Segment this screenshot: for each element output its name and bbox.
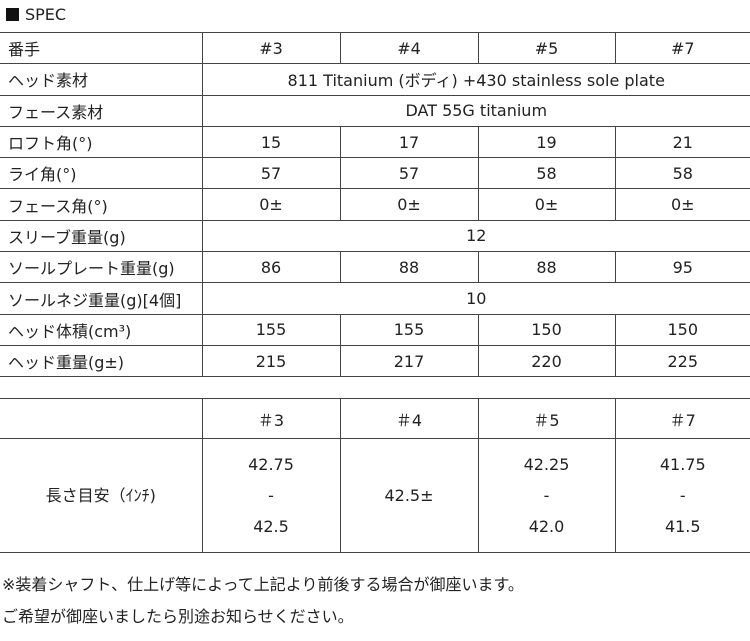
value-cell: 41.75 - 41.5 <box>614 438 750 553</box>
row-label: ヘッド体積(cm³) <box>0 313 203 346</box>
table-row: 長さ目安（ｲﾝﾁ) 42.75 - 42.5 42.5± 42.25 - 42.0 41.75 -… <box>0 438 750 553</box>
header-cell: #5 <box>477 31 616 65</box>
spec-table: 番手 #3 #4 #5 #7 ヘッド素材 811 Titanium (ボディ) +430 s… <box>0 31 750 378</box>
row-label: フェース角(°) <box>0 188 203 221</box>
value-cell: 19 <box>477 125 616 159</box>
row-label: スリーブ重量(g) <box>0 219 203 253</box>
value-cell: 42.25 - 42.0 <box>477 438 616 553</box>
note-line-1: ※装着シャフト、仕上げ等によって上記より前後する場合が御座います。 <box>2 575 524 594</box>
header-cell <box>0 398 203 439</box>
value-line: - <box>268 486 274 505</box>
value-line: 42.75 <box>248 455 294 474</box>
value-line: 41.75 <box>659 455 706 474</box>
row-label: 長さ目安（ｲﾝﾁ) <box>0 438 203 553</box>
value-cell: 10 <box>201 282 750 315</box>
value-cell: DAT 55G titanium <box>201 94 750 127</box>
square-bullet-icon <box>6 8 19 21</box>
value-cell: 57 <box>339 157 479 190</box>
header-cell: #7 <box>614 31 750 65</box>
value-cell: 58 <box>614 157 750 190</box>
value-cell: 58 <box>477 157 616 190</box>
header-cell: #4 <box>339 31 479 65</box>
table-row: ヘッド体積(cm³) 155 155 150 150 <box>0 313 750 346</box>
section-title: SPEC <box>6 5 66 24</box>
value-cell: 88 <box>477 251 616 284</box>
table-row: フェース角(°) 0± 0± 0± 0± <box>0 188 750 221</box>
value-cell: 21 <box>614 125 750 159</box>
value-cell: 42.5± <box>339 438 479 553</box>
value-line: - <box>679 486 686 505</box>
value-cell: 0± <box>201 188 341 221</box>
row-label: ライ角(°) <box>0 157 203 190</box>
table-row: ソールネジ重量(g)[4個] 10 <box>0 282 750 315</box>
header-cell: #3 <box>201 31 341 65</box>
value-line: 42.25 <box>523 455 570 474</box>
value-cell: 17 <box>339 125 479 159</box>
header-cell: ＃3 <box>201 398 341 439</box>
note-line-2: ご希望が御座いましたら別途お知らせください。 <box>2 607 354 626</box>
value-cell: 811 Titanium (ボディ) +430 stainless sole p… <box>201 63 750 96</box>
value-cell: 0± <box>477 188 616 221</box>
value-cell: 42.75 - 42.5 <box>201 438 341 553</box>
table-row: ロフト角(°) 15 17 19 21 <box>0 125 750 159</box>
value-cell: 0± <box>614 188 750 221</box>
value-cell: 150 <box>477 313 616 346</box>
value-cell: 86 <box>201 251 341 284</box>
value-line: 41.5 <box>664 517 701 536</box>
header-cell: 番手 <box>0 31 203 65</box>
value-line: 42.5± <box>384 486 434 505</box>
table-row: ソールプレート重量(g) 86 88 88 95 <box>0 251 750 284</box>
value-cell: 215 <box>201 344 341 378</box>
value-cell: 95 <box>614 251 750 284</box>
value-cell: 0± <box>339 188 479 221</box>
table-row: ヘッド重量(g±) 215 217 220 225 <box>0 344 750 378</box>
value-cell: 15 <box>201 125 341 159</box>
row-label: ヘッド素材 <box>0 63 203 96</box>
header-row: 番手 #3 #4 #5 #7 <box>0 31 750 65</box>
value-line: 42.5 <box>253 517 289 536</box>
header-row: ＃3 ＃4 ＃5 ＃7 <box>0 398 750 439</box>
value-cell: 150 <box>614 313 750 346</box>
header-cell: ＃4 <box>339 398 479 439</box>
table-row: ヘッド素材 811 Titanium (ボディ) +430 stainless s… <box>0 63 750 96</box>
row-label: ヘッド重量(g±) <box>0 344 203 378</box>
value-line: 42.0 <box>528 517 565 536</box>
value-cell: 217 <box>339 344 479 378</box>
row-label: ロフト角(°) <box>0 125 203 159</box>
value-cell: 88 <box>339 251 479 284</box>
value-cell: 12 <box>201 219 750 253</box>
length-table: ＃3 ＃4 ＃5 ＃7 長さ目安（ｲﾝﾁ) 42.75-42.5 42.5± 42.25-42… <box>0 398 750 553</box>
value-cell: 220 <box>477 344 616 378</box>
table-row: フェース素材 DAT 55G titanium <box>0 94 750 127</box>
row-label: フェース素材 <box>0 94 203 127</box>
table-row: スリーブ重量(g) 12 <box>0 219 750 253</box>
section-title-text: SPEC <box>25 5 67 24</box>
table-row: ライ角(°) 57 57 58 58 <box>0 157 750 190</box>
row-label: ソールプレート重量(g) <box>0 251 203 284</box>
header-cell: ＃7 <box>614 398 750 439</box>
value-line: - <box>543 486 550 505</box>
value-cell: 57 <box>201 157 341 190</box>
value-cell: 155 <box>201 313 341 346</box>
row-label: ソールネジ重量(g)[4個] <box>0 282 203 315</box>
header-cell: ＃5 <box>477 398 616 439</box>
value-cell: 225 <box>614 344 750 378</box>
value-cell: 155 <box>339 313 479 346</box>
